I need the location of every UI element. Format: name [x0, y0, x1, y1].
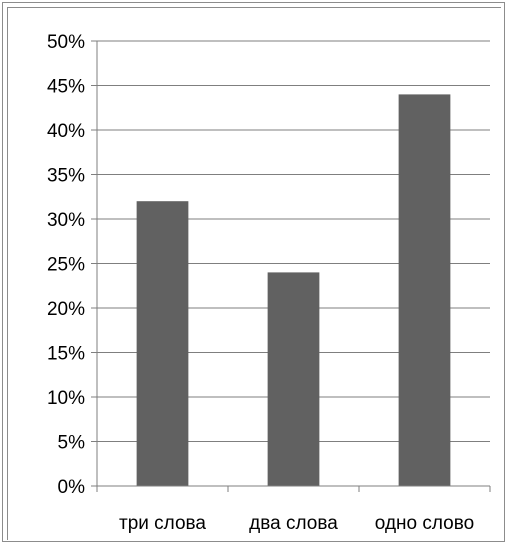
- bar: [268, 272, 320, 486]
- y-tick-label: 20%: [47, 299, 85, 320]
- x-tick-label: одно слово: [375, 513, 474, 534]
- y-tick-label: 30%: [47, 210, 85, 231]
- x-tick-label: три слова: [119, 513, 206, 534]
- y-tick-label: 0%: [58, 477, 86, 498]
- x-axis-tick-labels: три слова два слова одно слово: [119, 513, 474, 534]
- bars: [137, 94, 451, 486]
- y-tick-label: 40%: [47, 121, 85, 142]
- y-axis-tick-labels: 0% 5% 10% 15% 20% 25% 30% 35% 40% 45% 50%: [47, 32, 85, 498]
- x-tick-label: два слова: [249, 513, 338, 534]
- y-tick-label: 50%: [47, 32, 85, 53]
- y-tick-label: 15%: [47, 344, 85, 365]
- bar: [137, 201, 189, 486]
- y-tick-label: 5%: [58, 433, 86, 454]
- y-tick-label: 25%: [47, 255, 85, 276]
- y-tick-label: 35%: [47, 166, 85, 187]
- y-tick-label: 45%: [47, 77, 85, 98]
- y-tick-label: 10%: [47, 388, 85, 409]
- bar: [399, 94, 451, 486]
